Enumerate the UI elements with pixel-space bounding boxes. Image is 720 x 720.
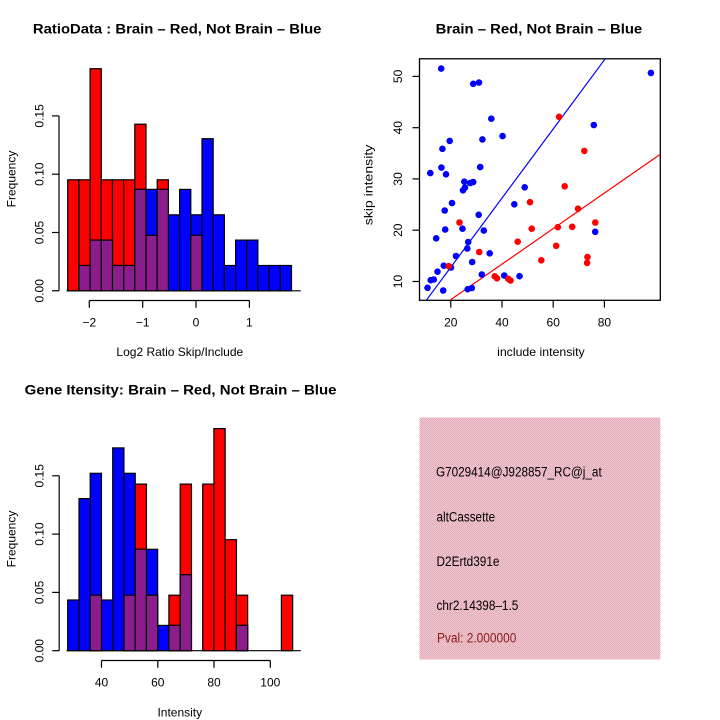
svg-text:Brain – Red, Not Brain – Blue: Brain – Red, Not Brain – Blue	[436, 22, 643, 38]
svg-text:10: 10	[391, 275, 405, 289]
svg-text:20: 20	[391, 223, 405, 237]
svg-text:40: 40	[95, 676, 109, 690]
svg-text:1: 1	[246, 316, 253, 330]
svg-text:G7029414@J928857_RC@j_at: G7029414@J928857_RC@j_at	[436, 464, 602, 479]
svg-text:0.00: 0.00	[33, 639, 47, 663]
svg-text:Gene Itensity: Brain – Red, No: Gene Itensity: Brain – Red, Not Brain – …	[25, 383, 337, 399]
svg-text:0.05: 0.05	[33, 220, 47, 244]
svg-text:0.15: 0.15	[33, 464, 47, 488]
svg-text:0: 0	[193, 316, 200, 330]
svg-text:0.00: 0.00	[33, 279, 47, 303]
svg-text:−2: −2	[82, 316, 96, 330]
svg-text:Frequency: Frequency	[5, 151, 19, 208]
svg-text:skip intensity: skip intensity	[362, 145, 376, 226]
svg-text:altCassette: altCassette	[437, 509, 496, 524]
svg-text:D2Ertd391e: D2Ertd391e	[437, 554, 500, 569]
svg-text:chr2.14398–1.5: chr2.14398–1.5	[437, 598, 519, 613]
svg-text:40: 40	[391, 121, 405, 135]
svg-text:60: 60	[151, 676, 165, 690]
svg-text:0.15: 0.15	[33, 104, 47, 128]
svg-text:0.10: 0.10	[33, 522, 47, 546]
svg-text:80: 80	[598, 316, 612, 330]
svg-text:20: 20	[444, 316, 458, 330]
svg-text:Intensity: Intensity	[157, 706, 202, 720]
svg-text:100: 100	[260, 676, 280, 690]
svg-text:RatioData : Brain – Red, Not B: RatioData : Brain – Red, Not Brain – Blu…	[33, 22, 322, 38]
svg-text:Frequency: Frequency	[5, 511, 19, 568]
svg-text:include intensity: include intensity	[497, 345, 585, 359]
svg-text:0.05: 0.05	[33, 580, 47, 604]
svg-text:40: 40	[495, 316, 509, 330]
svg-text:80: 80	[207, 676, 221, 690]
svg-text:30: 30	[391, 172, 405, 186]
svg-text:−1: −1	[136, 316, 150, 330]
svg-text:60: 60	[547, 316, 561, 330]
svg-text:50: 50	[391, 69, 405, 83]
svg-text:0.10: 0.10	[33, 162, 47, 186]
svg-text:Log2 Ratio Skip/Include: Log2 Ratio Skip/Include	[116, 345, 243, 359]
svg-text:Pval: 2.000000: Pval: 2.000000	[437, 631, 516, 646]
